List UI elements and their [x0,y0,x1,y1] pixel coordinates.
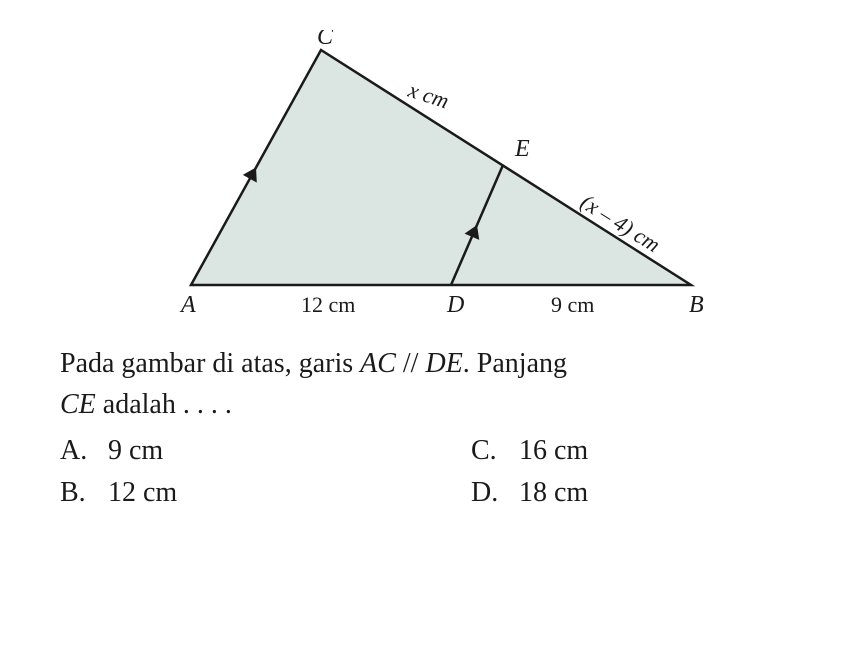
option-a: A. 9 cm [60,435,391,467]
option-b-text: 12 cm [108,477,177,509]
option-d-text: 18 cm [519,477,588,509]
answer-options: A. 9 cm C. 16 cm B. 12 cm D. 18 cm [60,435,802,509]
option-c-label: C. [471,435,519,467]
option-a-label: A. [60,435,108,467]
label-b: B [689,292,704,318]
q-part-2: // [396,348,426,379]
option-d-label: D. [471,477,519,509]
option-b: B. 12 cm [60,477,391,509]
label-c: C [317,30,334,50]
option-b-label: B. [60,477,108,509]
option-a-text: 9 cm [108,435,163,467]
option-c-text: 16 cm [519,435,588,467]
label-ad: 12 cm [301,292,355,317]
q-ce: CE [60,389,96,420]
question-text: Pada gambar di atas, garis AC // DE. Pan… [60,344,802,425]
q-part-4: adalah . . . . [96,389,232,420]
label-e: E [514,136,530,162]
q-ac: AC [360,348,396,379]
q-de: DE [425,348,462,379]
label-a: A [179,292,196,318]
geometry-diagram: A B C D E 12 cm 9 cm x cm (x – 4) cm [131,30,731,330]
q-part-1: Pada gambar di atas, garis [60,348,360,379]
option-c: C. 16 cm [471,435,802,467]
label-db: 9 cm [551,292,594,317]
label-d: D [446,292,464,318]
q-part-3: . Panjang [463,348,567,379]
option-d: D. 18 cm [471,477,802,509]
